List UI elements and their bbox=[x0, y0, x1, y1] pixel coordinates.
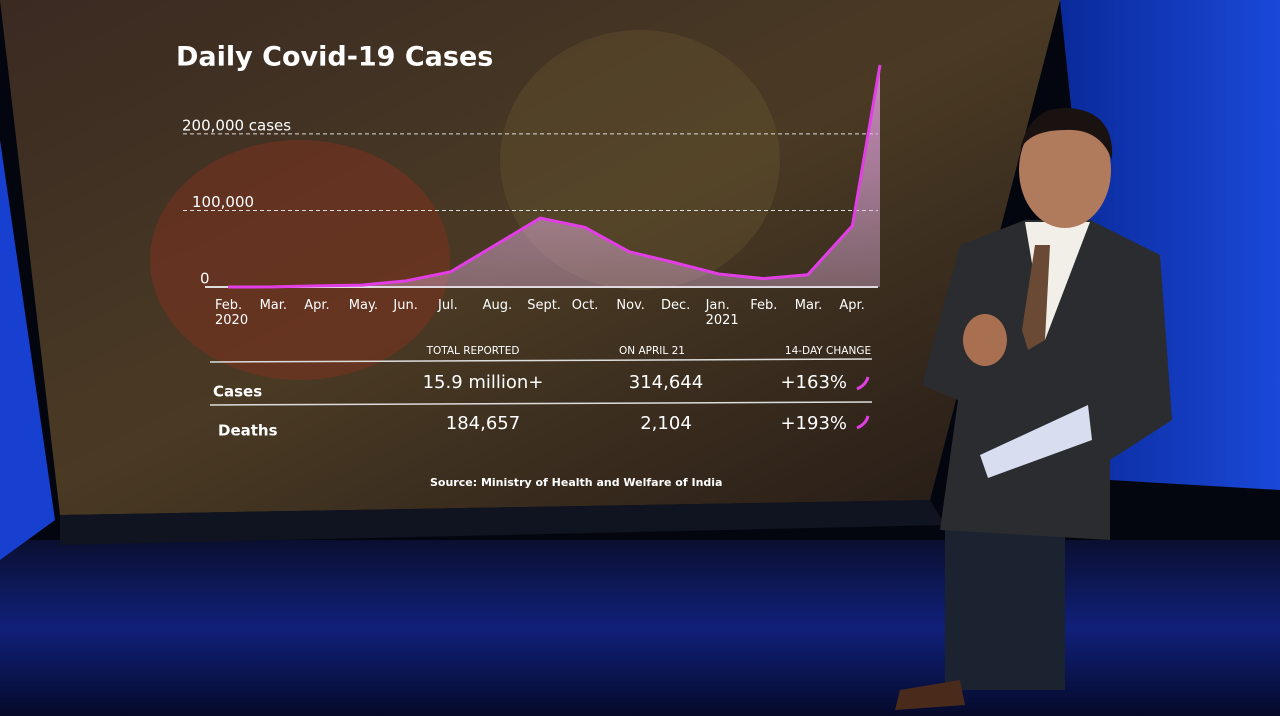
papers bbox=[980, 405, 1092, 478]
chart-title: Daily Covid-19 Cases bbox=[176, 42, 493, 73]
presenter bbox=[895, 107, 1172, 710]
x-tick-label: Apr. bbox=[304, 298, 330, 313]
hair bbox=[1020, 107, 1113, 160]
cell: +163% bbox=[780, 372, 847, 393]
x-tick-label: Oct. bbox=[571, 298, 599, 313]
background-figure bbox=[150, 140, 450, 380]
x-tick-label: May. bbox=[348, 298, 378, 313]
line bbox=[227, 64, 882, 289]
trend-arrow bbox=[856, 376, 870, 391]
y-tick-label: 0 bbox=[200, 270, 210, 288]
x-tick-label: Jul. bbox=[438, 298, 458, 313]
x-tick-label: Nov. bbox=[616, 298, 645, 313]
x-tick-label: Mar. bbox=[259, 298, 288, 313]
source: Source: Ministry of Health and Welfare o… bbox=[430, 476, 722, 489]
column-header: TOTAL REPORTED bbox=[426, 345, 520, 357]
x-tick-label: Feb. bbox=[750, 298, 778, 313]
cell: +193% bbox=[780, 413, 847, 434]
y-tick-label: 100,000 bbox=[192, 193, 254, 211]
row-label: Cases bbox=[213, 383, 262, 401]
shoe bbox=[895, 680, 965, 710]
x-tick-label: Apr. bbox=[839, 298, 865, 313]
wall-base bbox=[60, 500, 945, 545]
row-label: Deaths bbox=[218, 422, 278, 440]
stats-table: TOTAL REPORTED ON APRIL 21 14-DAY CHANGE Ca… bbox=[209, 345, 873, 440]
x-tick-label: Jan. 2021 bbox=[705, 298, 739, 328]
cell: 314,644 bbox=[629, 372, 703, 393]
tie bbox=[1022, 245, 1050, 350]
y-tick-label: 200,000 cases bbox=[182, 116, 291, 134]
area bbox=[228, 65, 880, 287]
x-tick-label: Mar. bbox=[794, 298, 823, 313]
row-rule bbox=[209, 358, 873, 363]
blue-wall-left bbox=[0, 140, 55, 560]
plot: 0 100,000 200,000 cases bbox=[182, 64, 882, 289]
column-header: 14-DAY CHANGE bbox=[785, 345, 871, 357]
cell: 184,657 bbox=[446, 413, 520, 434]
hand bbox=[963, 314, 1007, 366]
column-header: ON APRIL 21 bbox=[619, 345, 685, 357]
cell: 2,104 bbox=[640, 413, 692, 434]
cell: 15.9 million+ bbox=[423, 372, 544, 393]
floor bbox=[0, 540, 1280, 716]
x-tick-label: Jun. bbox=[393, 298, 418, 313]
row-rule bbox=[209, 401, 873, 406]
x-tick-label: Aug. bbox=[482, 298, 513, 313]
x-tick-label: Dec. bbox=[661, 298, 691, 313]
head bbox=[1019, 112, 1111, 228]
trend-arrow bbox=[856, 415, 870, 430]
x-tick-label: Sept. bbox=[527, 298, 561, 313]
x-tick-label: Feb. 2020 bbox=[215, 298, 249, 328]
